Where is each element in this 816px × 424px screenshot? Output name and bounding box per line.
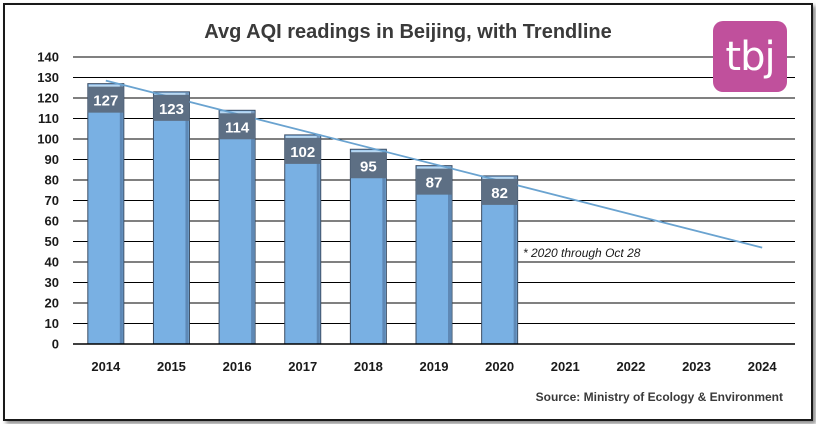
data-labels: 127 123 114 102 95 87 82 [87, 86, 518, 205]
annotation-note: * 2020 through Oct 28 [523, 246, 641, 260]
trendline [105, 79, 763, 249]
x-tick-label-2024: 2024 [748, 359, 778, 374]
source-note: Source: Ministry of Ecology & Environmen… [536, 390, 783, 404]
bar-2019 [415, 165, 453, 345]
data-label-2020: 82 [491, 185, 508, 202]
bar-2015 [152, 91, 190, 345]
bar-side-2015 [185, 92, 189, 344]
x-tick-label-2015: 2015 [157, 359, 186, 374]
data-label-box [481, 178, 518, 205]
y-tick-label: 100 [37, 132, 59, 147]
bar-side-2018 [382, 150, 386, 344]
bar-2016 [218, 109, 256, 345]
data-label-box [87, 86, 124, 113]
y-axis-ticks: 0 10 20 30 40 50 60 70 80 90 100 110 120 130 140 [37, 50, 59, 352]
y-tick-label: 80 [45, 173, 59, 188]
x-tick-label-2019: 2019 [420, 359, 449, 374]
x-tick-label-2020: 2020 [485, 359, 514, 374]
y-tick-label: 50 [45, 234, 59, 249]
x-tick-label-2018: 2018 [354, 359, 383, 374]
data-label-box [219, 113, 256, 140]
data-label-box [284, 137, 321, 164]
x-tick-label-2022: 2022 [616, 359, 645, 374]
tbj-logo: tbj [713, 21, 787, 92]
chart-border [3, 3, 813, 421]
data-label-2016: 114 [225, 119, 250, 136]
x-tick-label-2014: 2014 [91, 359, 121, 374]
data-label-2017: 102 [290, 144, 315, 161]
bar-side-2020 [513, 176, 517, 344]
bar-2014 [87, 83, 125, 345]
y-tick-label: 20 [45, 296, 59, 311]
bar-2017 [284, 134, 322, 345]
y-tick-label: 70 [45, 193, 59, 208]
y-tick-label: 0 [52, 337, 59, 352]
bar-side-2019 [448, 166, 451, 344]
y-tick-label: 140 [37, 50, 59, 65]
chart-title: Avg AQI readings in Beijing, with Trendl… [204, 21, 611, 43]
data-label-box [416, 168, 452, 195]
y-tick-label: 60 [45, 214, 59, 229]
bar-side-2014 [119, 84, 123, 345]
bar-side-2017 [316, 135, 320, 344]
y-tick-label: 30 [45, 275, 59, 290]
data-label-2019: 87 [426, 175, 443, 192]
y-tick-label: 90 [45, 152, 59, 167]
data-label-box [153, 94, 190, 121]
x-tick-label-2016: 2016 [223, 359, 252, 374]
x-tick-label-2021: 2021 [551, 359, 580, 374]
y-tick-label: 110 [38, 111, 59, 126]
x-tick-label-2023: 2023 [682, 359, 711, 374]
bar-2018 [349, 148, 387, 345]
data-label-2014: 127 [93, 93, 118, 110]
x-axis-ticks: 2014 2015 2016 2017 2018 2019 2020 2021 2022 2023… [73, 343, 795, 374]
data-label-2018: 95 [360, 158, 377, 175]
y-tick-label: 120 [37, 91, 59, 106]
y-tick-label: 130 [37, 70, 59, 85]
data-label-box [350, 152, 387, 179]
x-tick-label-2017: 2017 [288, 359, 317, 374]
y-tick-label: 10 [45, 316, 59, 331]
bar-side-2016 [251, 111, 255, 344]
data-label-2015: 123 [159, 101, 184, 118]
y-tick-label: 40 [45, 255, 59, 270]
bars [87, 83, 519, 345]
